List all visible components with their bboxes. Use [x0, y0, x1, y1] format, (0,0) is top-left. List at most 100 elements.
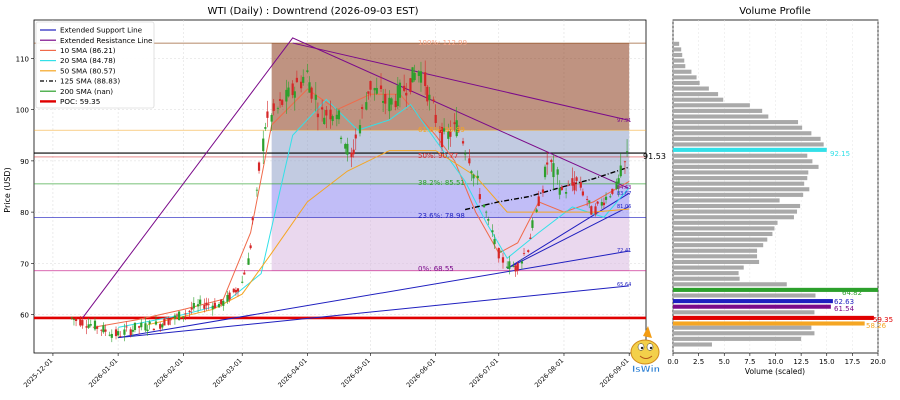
legend-label: 20 SMA (84.78) [60, 56, 116, 65]
candle-body [205, 302, 208, 306]
candle-body [575, 177, 578, 181]
volume-label-58-26: 58.26 [866, 322, 887, 330]
candle-body [167, 319, 170, 325]
candle-body [461, 141, 465, 144]
candle-body [464, 153, 467, 155]
candle-body [123, 329, 126, 335]
volume-bar [673, 142, 824, 147]
candle-body [352, 149, 355, 155]
resistance-line [292, 42, 630, 121]
volume-tick-label: 7.5 [744, 358, 755, 366]
volume-bar [673, 192, 804, 197]
candle-body [146, 329, 149, 332]
candle-body [138, 326, 141, 328]
candle-body [72, 319, 76, 320]
candle-body [79, 319, 82, 326]
candle-body [110, 333, 113, 338]
candle-body [272, 103, 275, 111]
candle-body [226, 294, 229, 302]
candle-body [276, 108, 280, 110]
candle-body [360, 107, 364, 109]
volume-bar [673, 237, 768, 242]
candle-body [602, 202, 606, 206]
volume-bar [673, 41, 680, 46]
x-tick-label: 2026-02-01 [152, 357, 184, 389]
candle-body [140, 322, 143, 328]
candle-body [617, 178, 620, 184]
candle-body [100, 329, 103, 331]
support-line [506, 206, 630, 269]
candle-body [178, 311, 181, 321]
volume-x-label: Volume (scaled) [745, 367, 805, 376]
fib-zone-band [271, 217, 630, 271]
candle-body [552, 163, 555, 178]
candle-body [447, 131, 450, 139]
volume-bar [673, 299, 833, 304]
volume-bar [673, 198, 780, 203]
candle-body [314, 94, 317, 100]
price-chart: WTI (Daily) : Downtrend (2026-09-03 EST)… [3, 6, 666, 389]
volume-bar [673, 259, 760, 265]
volume-bar [673, 321, 865, 326]
candle-body [417, 71, 420, 76]
candle-body [615, 181, 618, 189]
volume-bar [673, 159, 813, 164]
volume-bar [673, 315, 874, 320]
volume-bar [673, 147, 827, 152]
candle-body [485, 211, 488, 213]
candle-body [163, 318, 166, 326]
candle-body [558, 187, 561, 195]
candle-body [512, 266, 515, 267]
chart-title: WTI (Daily) : Downtrend (2026-09-03 EST) [208, 6, 419, 17]
fib-label-38-2: 38.2%: 85.51 [418, 179, 465, 187]
candle-body [257, 162, 261, 171]
candle-body [310, 87, 313, 99]
candle-body [455, 120, 458, 137]
y-tick-label: 70 [20, 260, 29, 268]
candle-body [388, 97, 391, 112]
logo-pupil [649, 346, 653, 350]
candle-body [535, 209, 538, 212]
candle-body [119, 336, 122, 337]
volume-bar [673, 176, 808, 181]
legend-label: 10 SMA (86.21) [60, 46, 116, 55]
volume-label-64-82: 64.82 [842, 289, 862, 297]
candle-body [382, 101, 385, 103]
volume-tick-label: 20.0 [870, 358, 886, 366]
candle-body [428, 94, 431, 101]
candle-body [543, 166, 547, 178]
candle-body [302, 76, 305, 83]
candle-body [188, 310, 191, 312]
candle-body [567, 184, 570, 186]
candle-body [432, 99, 435, 102]
candle-body [161, 324, 164, 328]
candle-body [266, 111, 269, 118]
volume-bar [673, 220, 778, 225]
candle-body [184, 313, 187, 315]
candle-body [623, 161, 627, 163]
fib-label-100: 100%: 112.99 [418, 39, 467, 47]
candle-body [350, 152, 353, 158]
candle-body [390, 98, 393, 105]
candle-body [287, 87, 290, 97]
candle-body [232, 288, 235, 293]
candle-body [438, 129, 441, 133]
candle-body [87, 324, 90, 328]
line-end-label: 65.64 [617, 282, 631, 288]
x-tick-label: 2026-03-01 [211, 357, 243, 389]
candle-body [550, 159, 553, 163]
candle-body [196, 304, 200, 307]
candle-body [117, 331, 120, 336]
candle-body [398, 82, 402, 98]
candle-body [291, 83, 294, 96]
candle-body [102, 325, 105, 333]
support-line [118, 285, 630, 339]
volume-bar [673, 69, 692, 74]
candle-body [152, 328, 155, 331]
candle-body [367, 91, 370, 94]
volume-bar [673, 103, 750, 108]
candle-body [482, 204, 486, 208]
candle-body [81, 320, 84, 326]
candle-body [409, 78, 412, 92]
candle-body [299, 81, 303, 89]
